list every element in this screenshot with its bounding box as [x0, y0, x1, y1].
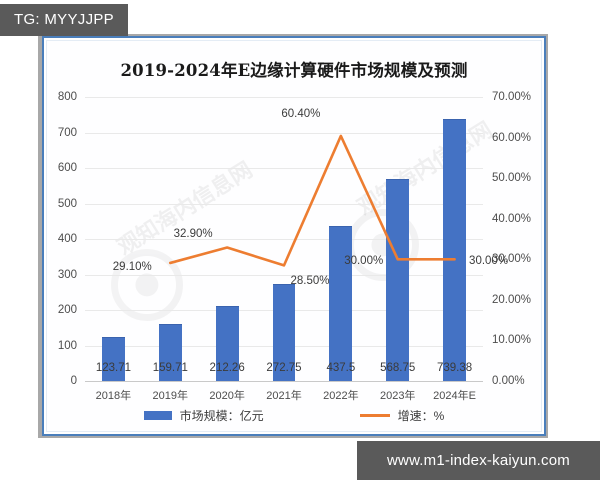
gridline: [85, 97, 483, 98]
x-axis-tick: 2020年: [209, 390, 245, 402]
y-axis-tick-left: 500: [57, 197, 77, 210]
tg-tag-badge: TG: MYYJJPP: [0, 4, 128, 36]
growth-rate-line-series: [168, 134, 456, 267]
y-axis-tick-right: 0.00%: [492, 375, 525, 387]
line-value-label: 32.90%: [173, 227, 213, 240]
y-axis-tick-right: 30.00%: [492, 253, 532, 266]
y-axis-tick-left: 700: [57, 126, 77, 139]
y-axis-tick-left: 0: [70, 375, 77, 387]
bar-market-size: [158, 324, 182, 381]
y-axis-tick-left: 400: [57, 233, 77, 245]
bar-market-size: [386, 179, 410, 381]
bar-value-label: 437.5: [326, 362, 356, 374]
y-axis-tick-left: 600: [57, 162, 77, 174]
gridline: [85, 239, 483, 240]
gridline: [85, 274, 483, 276]
bar-market-size: [329, 225, 353, 381]
y-axis-tick-right: 20.00%: [492, 293, 532, 306]
bar-value-label: 739.38: [436, 362, 473, 374]
y-axis-tick-left: 800: [57, 91, 77, 103]
bar-value-label: 123.71: [95, 362, 132, 374]
bar-market-size: [102, 337, 125, 381]
bar-value-label: 568.75: [380, 362, 416, 374]
x-axis-tick: 2022年: [323, 390, 359, 402]
chart-card-inner-border: 观知海内信息网 观知海内信息网 2019-2024年E边缘计算硬件市场规模及预测…: [46, 40, 542, 432]
y-axis-tick-right: 70.00%: [492, 91, 532, 103]
chart-card: 观知海内信息网 观知海内信息网 2019-2024年E边缘计算硬件市场规模及预测…: [42, 36, 546, 436]
bar-market-size: [272, 284, 296, 381]
legend-line-swatch-icon: [359, 414, 390, 417]
gridline: [85, 168, 483, 169]
y-axis-tick-left: 200: [57, 304, 77, 316]
line-value-label: 29.10%: [112, 260, 152, 273]
x-axis-tick: 2024年E: [433, 390, 476, 402]
gridline: [85, 132, 483, 134]
line-value-label: 28.50%: [290, 275, 330, 288]
bar-value-label: 272.75: [266, 362, 302, 374]
legend-label-market-size: 市场规模：亿元: [179, 409, 264, 423]
bar-market-size: [215, 305, 239, 381]
legend-item-growth-rate: 增速：%: [359, 407, 445, 424]
line-value-label: 30.00%: [344, 255, 384, 268]
chart-legend: 市场规模：亿元 增速：%: [47, 407, 541, 424]
bar-value-label: 212.26: [209, 362, 245, 374]
x-axis-tick: 2019年: [152, 390, 189, 402]
line-value-label: 60.40%: [281, 107, 321, 120]
y-axis-tick-right: 10.00%: [492, 334, 532, 347]
bar-market-size: [443, 118, 466, 381]
site-watermark: www.m1-index-kaiyun.com: [357, 441, 600, 480]
x-axis-tick: 2018年: [95, 390, 132, 402]
gridline: [85, 203, 483, 205]
gridline: [85, 381, 483, 382]
y-axis-tick-left: 100: [57, 339, 77, 352]
y-axis-tick-right: 60.00%: [492, 131, 532, 144]
y-axis-tick-right: 50.00%: [492, 172, 532, 185]
plot-area: 0 100 200 300 400 500 600 700 800 0.00% 10.00% 20.0…: [58, 91, 531, 402]
y-axis-tick-left: 300: [57, 268, 77, 281]
x-axis-tick: 2023年: [379, 390, 416, 402]
legend-item-market-size: 市场规模：亿元: [143, 407, 264, 424]
legend-bar-swatch-icon: [143, 411, 172, 420]
line-value-label: 30.00%: [469, 255, 509, 268]
bar-value-label: 159.71: [152, 362, 188, 374]
legend-label-growth-rate: 增速：%: [397, 409, 445, 423]
chart-title: 2019-2024年E边缘计算硬件市场规模及预测: [120, 61, 468, 80]
x-axis-tick: 2021年: [266, 390, 302, 402]
y-axis-tick-right: 40.00%: [492, 212, 532, 225]
